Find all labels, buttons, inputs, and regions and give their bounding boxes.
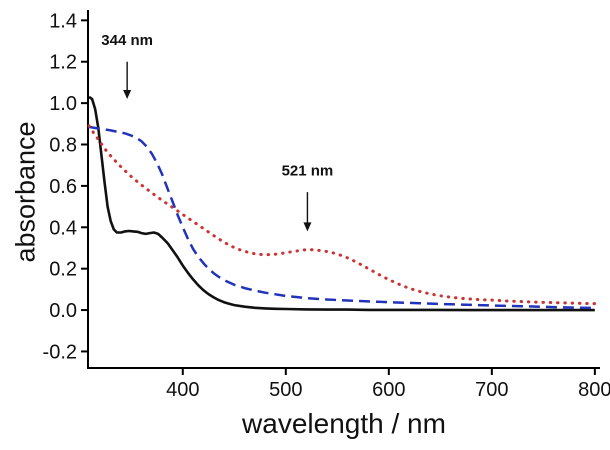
x-tick-label: 600 bbox=[372, 379, 405, 401]
annotation-label: 521 nm bbox=[282, 163, 334, 180]
y-tick-label: 0.2 bbox=[49, 259, 77, 281]
y-tick-label: 0.8 bbox=[49, 135, 77, 157]
series-red-dotted bbox=[87, 124, 597, 306]
y-tick-label: 1.4 bbox=[49, 10, 77, 32]
x-tick-label: 800 bbox=[578, 379, 610, 401]
series-black-solid bbox=[88, 95, 595, 312]
x-tick-label: 700 bbox=[475, 379, 508, 401]
x-axis-label: wavelength / nm bbox=[242, 408, 446, 439]
y-tick-label: 0.6 bbox=[49, 176, 77, 198]
y-tick-label: 1.2 bbox=[49, 52, 77, 74]
y-tick-label: 0.4 bbox=[49, 217, 77, 239]
annotation-arrowhead-icon bbox=[123, 89, 132, 99]
y-tick-label: 0.0 bbox=[49, 300, 77, 322]
annotation-arrowhead-icon bbox=[303, 222, 312, 232]
axis-lines bbox=[87, 10, 600, 369]
annotation-label: 344 nm bbox=[101, 32, 153, 49]
y-tick-label: -0.2 bbox=[43, 341, 77, 363]
x-tick-label: 400 bbox=[166, 379, 199, 401]
y-axis-label: absorbance bbox=[10, 121, 41, 263]
series-blue-dashed bbox=[88, 125, 595, 310]
y-tick-label: 1.0 bbox=[49, 93, 77, 115]
x-tick-label: 500 bbox=[269, 379, 302, 401]
